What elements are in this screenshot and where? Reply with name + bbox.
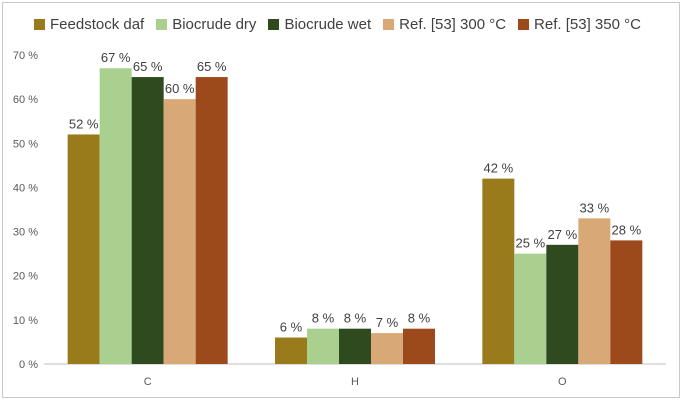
bar: [163, 99, 196, 365]
legend-item: Ref. [53] 300 °C: [383, 16, 506, 33]
legend-label: Biocrude dry: [172, 15, 257, 33]
y-tick-label: 10 %: [13, 315, 38, 327]
legend-item: Biocrude wet: [268, 16, 371, 33]
bar: [131, 77, 164, 365]
bar: [339, 328, 371, 364]
x-tick-label: O: [558, 376, 567, 388]
y-tick-label: 70 %: [13, 50, 38, 62]
y-tick-label: 50 %: [13, 138, 38, 150]
legend-swatch: [156, 18, 168, 30]
y-tick-label: 60 %: [13, 94, 38, 106]
y-tick-label: 40 %: [13, 182, 38, 194]
x-tick-label: C: [144, 376, 152, 388]
bar: [610, 240, 643, 364]
bar: [371, 333, 403, 364]
bar: [195, 77, 228, 365]
bar: [307, 328, 339, 364]
data-label: 42 %: [484, 161, 514, 176]
data-label: 33 %: [580, 200, 610, 215]
x-tick-label: H: [351, 376, 359, 388]
legend-item: Biocrude dry: [156, 16, 256, 33]
data-label: 60 %: [165, 81, 195, 96]
data-label: 6 %: [280, 320, 303, 335]
data-label: 65 %: [197, 59, 227, 74]
bar: [99, 68, 132, 364]
bar: [514, 253, 547, 364]
legend-swatch: [268, 18, 280, 30]
chart-legend: Feedstock daf Biocrude dry Biocrude wet Ref…: [34, 14, 641, 34]
data-label: 8 %: [344, 311, 367, 326]
legend-swatch: [383, 18, 395, 30]
data-label: 7 %: [376, 315, 399, 330]
y-tick-label: 0 %: [19, 359, 38, 371]
bar: [403, 328, 435, 364]
data-label: 8 %: [408, 311, 431, 326]
data-label: 27 %: [548, 227, 578, 242]
y-tick-label: 30 %: [13, 227, 38, 239]
data-label: 67 %: [101, 50, 131, 65]
data-label: 28 %: [612, 222, 642, 237]
data-label: 65 %: [133, 59, 163, 74]
legend-label: Feedstock daf: [50, 15, 145, 33]
y-tick-label: 20 %: [13, 271, 38, 283]
legend-swatch: [518, 18, 530, 30]
data-label: 8 %: [312, 311, 335, 326]
legend-swatch: [34, 18, 45, 30]
bar: [546, 244, 579, 364]
bar: [482, 178, 515, 364]
legend-item: Ref. [53] 350 °C: [518, 16, 641, 33]
bar: [67, 134, 100, 364]
data-label: 25 %: [516, 236, 546, 251]
legend-item: Feedstock daf: [34, 16, 144, 33]
data-label: 52 %: [69, 116, 99, 131]
legend-label: Biocrude wet: [284, 15, 372, 33]
bar: [275, 337, 307, 364]
bar: [578, 218, 611, 364]
legend-label: Ref. [53] 350 °C: [534, 15, 641, 33]
legend-label: Ref. [53] 300 °C: [399, 15, 507, 33]
